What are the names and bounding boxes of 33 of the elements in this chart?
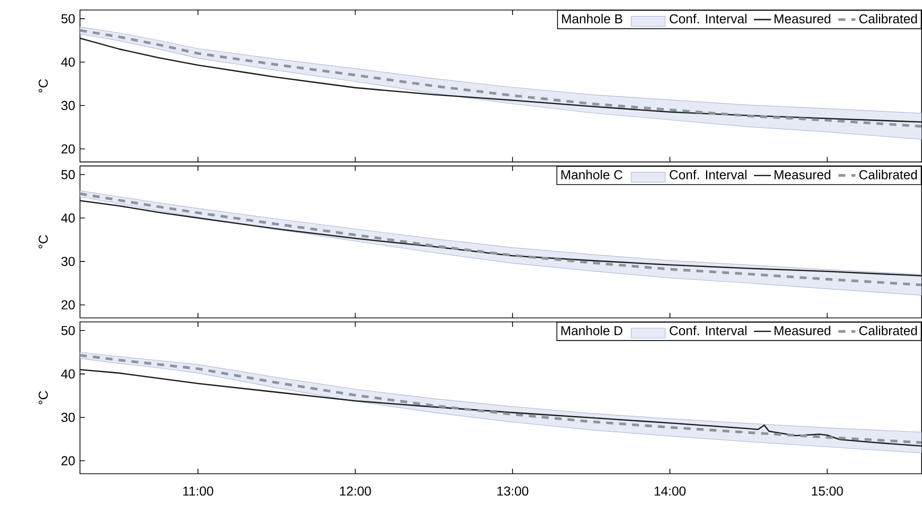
y-tick-label: 20 — [62, 144, 75, 154]
y-axis-title: °C — [38, 235, 48, 248]
annotation: Conf. Interval — [670, 14, 746, 24]
legend-title: Manhole C — [561, 170, 622, 180]
y-tick-label: 30 — [61, 256, 75, 266]
legend-label: Measured — [774, 14, 830, 24]
x-tick-label: 12:00 — [340, 486, 371, 496]
y-tick-label: 20 — [62, 456, 75, 466]
annotation: Conf. Interval — [670, 326, 746, 336]
legend-label: Measured — [774, 326, 830, 336]
legend-label: Measured — [774, 170, 830, 180]
y-axis-title: °C — [38, 79, 48, 93]
legend-title: Manhole B — [562, 14, 622, 24]
x-tick-label: 15:00 — [812, 486, 843, 496]
annotation: Conf. Interval — [670, 170, 746, 180]
x-tick-label: 11:00 — [183, 486, 214, 496]
y-tick-label: 40 — [61, 214, 75, 223]
legend-label: Calibrated — [859, 14, 917, 24]
y-tick-label: 40 — [61, 58, 75, 67]
line-series — [80, 200, 922, 277]
y-tick-label: 30 — [61, 412, 75, 422]
y-tick-label: 50 — [61, 326, 75, 336]
y-tick-label: 30 — [61, 101, 75, 110]
legend-label: Calibrated — [859, 170, 917, 180]
x-tick-label: 13:00 — [497, 486, 528, 496]
y-tick-label: 40 — [61, 369, 75, 379]
x-tick-label: 14:00 — [654, 486, 686, 496]
legend-title: Manhole D — [561, 326, 622, 336]
legend-label: Calibrated — [859, 326, 917, 336]
y-tick-label: 20 — [62, 300, 75, 310]
y-axis-title: °C — [38, 391, 48, 404]
y-tick-label: 50 — [61, 170, 75, 180]
y-tick-label: 50 — [61, 14, 75, 24]
